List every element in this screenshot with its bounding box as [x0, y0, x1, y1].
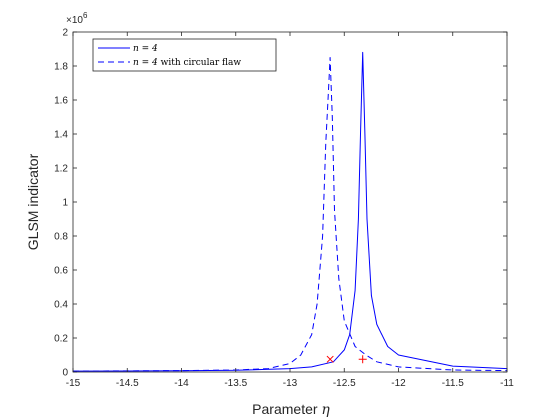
marker-layer [326, 355, 367, 364]
x-tick-label: -14 [174, 378, 189, 389]
legend-entry-2-math: n = 4 [133, 58, 158, 68]
y-exponent-power: 6 [83, 11, 88, 20]
x-axis-label-text: Parameter [252, 401, 318, 417]
x-tick-label: -11 [500, 378, 514, 389]
legend-entry-2: n = 4 with circular flaw [133, 58, 241, 68]
y-tick-label: 1 [62, 198, 68, 209]
y-tick-label: 1.8 [54, 62, 68, 73]
x-ticks: -15 -14.5 -14 -13.5 -13 -12.5 -12 -11.5 -11 [66, 32, 514, 389]
series-line-circular-flaw [72, 57, 508, 372]
red-x-marker [326, 355, 334, 363]
legend-entry-1: n = 4 [133, 44, 158, 54]
x-tick-label: -15 [66, 378, 81, 389]
y-axis-label: GLSM indicator [25, 153, 41, 250]
y-tick-label: 1.4 [54, 130, 68, 141]
x-axis-label: Parameter η [252, 401, 330, 418]
x-tick-label: -11.5 [442, 378, 464, 389]
series-line-n4 [72, 51, 508, 372]
y-tick-label: 0.2 [54, 334, 68, 345]
plot-background [73, 32, 507, 372]
x-axis-label-symbol: η [321, 402, 330, 418]
y-tick-label: 0.6 [54, 266, 68, 277]
x-tick-label: -12 [391, 378, 406, 389]
x-tick-label: -14.5 [116, 378, 139, 389]
y-tick-label: 2 [62, 28, 68, 39]
series-layer [72, 51, 508, 372]
legend-box [92, 38, 277, 72]
y-tick-label: 0.4 [54, 300, 68, 311]
y-tick-label: 1.2 [54, 164, 68, 175]
y-ticks: 0 0.2 0.4 0.6 0.8 1 1.2 1.4 1.6 1.8 2 [54, 28, 507, 379]
y-exponent-label: ×106 [66, 11, 88, 26]
x-tick-label: -13 [283, 378, 298, 389]
legend-entry-2-text: with circular flaw [158, 58, 242, 68]
legend: n = 4 n = 4 with circular flaw [92, 38, 277, 72]
red-plus-marker [358, 355, 367, 364]
y-tick-label: 0 [62, 368, 68, 379]
x-tick-label: -12.5 [333, 378, 356, 389]
y-exponent-base: ×10 [66, 15, 83, 26]
y-tick-label: 0.8 [54, 232, 68, 243]
plot-area [73, 32, 507, 372]
y-tick-label: 1.6 [54, 96, 68, 107]
x-tick-label: -13.5 [224, 378, 247, 389]
legend-entry-1-math: n = 4 [133, 44, 158, 54]
